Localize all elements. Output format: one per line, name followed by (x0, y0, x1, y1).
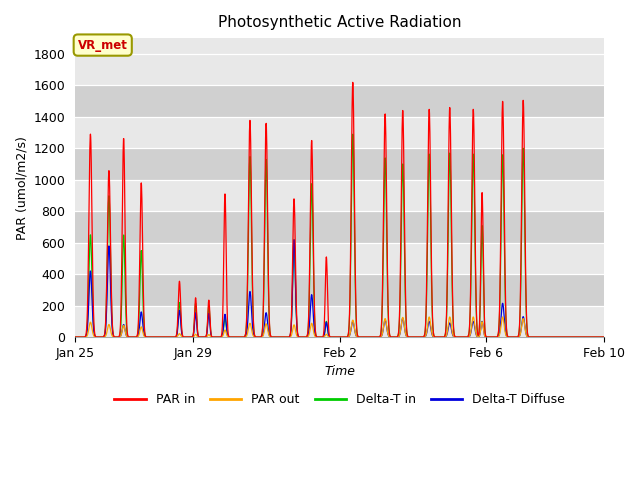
Bar (75, 211, 604, 243)
Text: VR_met: VR_met (78, 38, 127, 51)
Bar (75, 54, 604, 85)
Bar (75, 274, 604, 306)
Bar (75, 85, 604, 117)
Bar (75, 117, 604, 148)
Bar (75, 306, 604, 337)
Title: Photosynthetic Active Radiation: Photosynthetic Active Radiation (218, 15, 461, 30)
Bar (75, 243, 604, 274)
Bar (75, 148, 604, 180)
X-axis label: Time: Time (324, 365, 355, 378)
Bar (75, 180, 604, 211)
Legend: PAR in, PAR out, Delta-T in, Delta-T Diffuse: PAR in, PAR out, Delta-T in, Delta-T Dif… (109, 388, 570, 411)
Y-axis label: PAR (umol/m2/s): PAR (umol/m2/s) (15, 136, 28, 240)
